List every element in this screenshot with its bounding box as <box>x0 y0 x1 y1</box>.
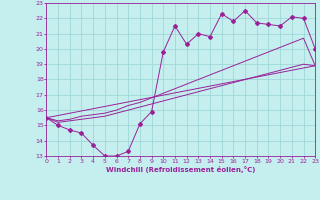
X-axis label: Windchill (Refroidissement éolien,°C): Windchill (Refroidissement éolien,°C) <box>106 166 255 173</box>
